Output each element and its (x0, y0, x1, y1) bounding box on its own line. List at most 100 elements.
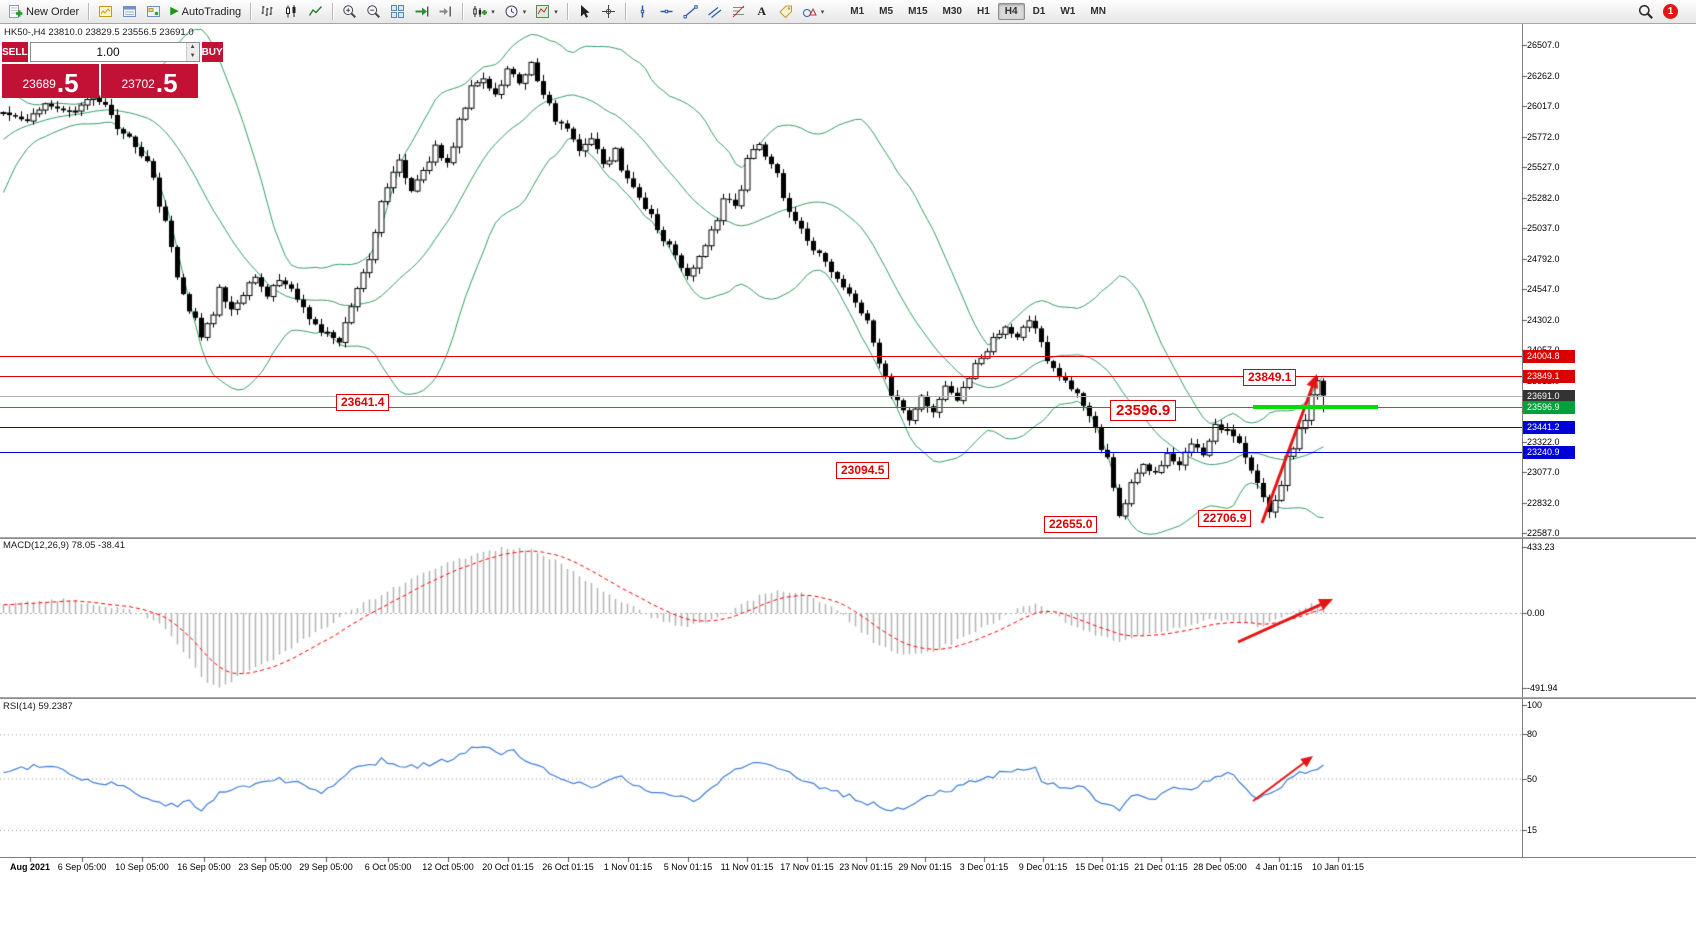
price-axis-badge: 23441.2 (1523, 421, 1575, 434)
rsi-tick-label: 15 (1527, 824, 1538, 835)
new-chart-button[interactable]: ▾ (468, 2, 499, 22)
time-axis-label: 6 Oct 05:00 (364, 862, 412, 872)
price-axis-badge: 23596.9 (1523, 401, 1575, 414)
timeframe-button-w1[interactable]: W1 (1060, 6, 1076, 17)
new-order-button[interactable]: New Order (4, 2, 83, 22)
rsi-indicator-label: RSI(14) 59.2387 (3, 701, 73, 712)
notification-badge[interactable]: 1 (1663, 4, 1678, 19)
price-tick-label: 23077.0 (1527, 467, 1560, 477)
time-axis-label: 28 Dec 05:00 (1193, 862, 1247, 872)
equidistant-channel-tool-button[interactable] (703, 2, 726, 22)
text-tool-button[interactable]: A (751, 2, 773, 22)
price-level-line[interactable] (0, 356, 1522, 357)
price-tick-label: 25772.0 (1527, 131, 1560, 142)
sell-button[interactable]: SELL (2, 42, 28, 62)
time-axis-label: 20 Oct 01:15 (482, 862, 534, 872)
price-level-line[interactable] (0, 452, 1522, 453)
bar-chart-button[interactable] (256, 2, 279, 22)
zoom-in-button[interactable] (338, 2, 361, 22)
vertical-line-tool-button[interactable] (631, 2, 654, 22)
templates-button[interactable]: ▾ (531, 2, 562, 22)
price-tick-label: 25527.0 (1527, 162, 1560, 172)
sell-price-button[interactable]: 23689.5 (2, 64, 99, 98)
price-tick-label: 26262.0 (1527, 70, 1560, 81)
volume-input[interactable] (30, 43, 186, 61)
volume-down-button[interactable]: ▼ (186, 52, 199, 61)
price-callout[interactable]: 23641.4 (336, 394, 390, 411)
auto-scroll-icon (415, 6, 429, 17)
timeframe-button-m15[interactable]: M15 (908, 6, 928, 17)
autotrading-play-icon: ▶ (170, 5, 179, 17)
data-window-icon (123, 6, 137, 17)
autotrading-label: AutoTrading (181, 5, 242, 18)
price-tick-label: 22587.0 (1527, 528, 1560, 538)
rsi-tick-label: 50 (1527, 773, 1538, 784)
fibonacci-tool-button[interactable] (727, 2, 750, 22)
candlestick-chart-icon (286, 5, 296, 18)
label-icon (779, 5, 792, 19)
tile-windows-button[interactable] (386, 2, 409, 22)
panel-separator-rsi[interactable] (0, 697, 1696, 699)
price-axis-badge: 24004.8 (1523, 350, 1575, 363)
shapes-icon (802, 7, 817, 17)
price-callout[interactable]: 22655.0 (1044, 516, 1098, 533)
timeframe-button-m5[interactable]: M5 (879, 6, 894, 17)
chart-window: HK50-,H4 23810.0 23829.5 23556.5 23691.0… (0, 24, 1696, 948)
timeframe-button-h4[interactable]: H4 (997, 3, 1025, 20)
buy-button[interactable]: BUY (201, 42, 223, 62)
support-segment[interactable] (1253, 405, 1378, 409)
buy-price-button[interactable]: 23702.5 (101, 64, 198, 98)
time-axis-label: 11 Nov 01:15 (720, 862, 774, 872)
navigator-button[interactable] (142, 2, 165, 22)
volume-up-button[interactable]: ▲ (186, 43, 199, 52)
data-window-button[interactable] (118, 2, 141, 22)
trendline-tool-button[interactable] (679, 2, 702, 22)
autotrading-button[interactable]: ▶ AutoTrading (166, 2, 245, 22)
timeframe-button-mn[interactable]: MN (1090, 6, 1106, 17)
crosshair-button[interactable] (597, 2, 620, 22)
buy-price-int: 23702 (121, 77, 155, 91)
price-callout[interactable]: 23094.5 (836, 462, 890, 479)
macd-tick-label: 433.23 (1527, 542, 1555, 552)
chart-canvas[interactable] (0, 24, 1696, 948)
crosshair-icon (601, 5, 615, 18)
period-selector-button[interactable]: ▾ (500, 2, 531, 22)
fibonacci-icon (732, 5, 745, 18)
price-callout[interactable]: 22706.9 (1198, 510, 1252, 527)
cursor-button[interactable] (573, 2, 596, 22)
toolbar-separator (332, 3, 334, 20)
timeframe-button-h1[interactable]: H1 (976, 6, 990, 17)
macd-tick-label: 0.00 (1527, 608, 1545, 618)
price-callout[interactable]: 23596.9 (1110, 400, 1177, 421)
market-watch-button[interactable] (94, 2, 117, 22)
new-chart-icon (473, 6, 488, 17)
horizontal-line-tool-button[interactable] (655, 2, 678, 22)
chart-shift-button[interactable] (434, 2, 457, 22)
zoom-out-button[interactable] (362, 2, 385, 22)
chevron-down-icon: ▾ (820, 8, 825, 16)
search-icon[interactable] (1638, 4, 1654, 20)
price-level-line[interactable] (0, 407, 1522, 408)
tile-windows-icon (391, 5, 405, 18)
new-order-icon (9, 5, 23, 18)
price-level-line[interactable] (0, 376, 1522, 377)
timeframe-button-m1[interactable]: M1 (850, 6, 865, 17)
price-tick-label: 26017.0 (1527, 101, 1560, 111)
panel-separator-macd[interactable] (0, 537, 1696, 539)
price-callout[interactable]: 23849.1 (1243, 369, 1297, 386)
price-level-line[interactable] (0, 427, 1522, 428)
price-level-line[interactable] (0, 396, 1522, 397)
shapes-tool-button[interactable]: ▾ (798, 2, 829, 22)
timeframe-button-d1[interactable]: D1 (1032, 6, 1046, 17)
candlestick-chart-button[interactable] (280, 2, 303, 22)
line-chart-button[interactable] (304, 2, 327, 22)
time-axis-label: 4 Jan 01:15 (1255, 862, 1303, 872)
text-label-tool-button[interactable] (774, 2, 797, 22)
buy-price-frac: .5 (155, 68, 178, 98)
price-tick-label: 23322.0 (1527, 436, 1560, 447)
timeframe-button-m30[interactable]: M30 (942, 6, 962, 17)
volume-field: ▲ ▼ (29, 42, 200, 62)
time-axis-label: 21 Dec 01:15 (1134, 862, 1188, 872)
auto-scroll-button[interactable] (410, 2, 433, 22)
